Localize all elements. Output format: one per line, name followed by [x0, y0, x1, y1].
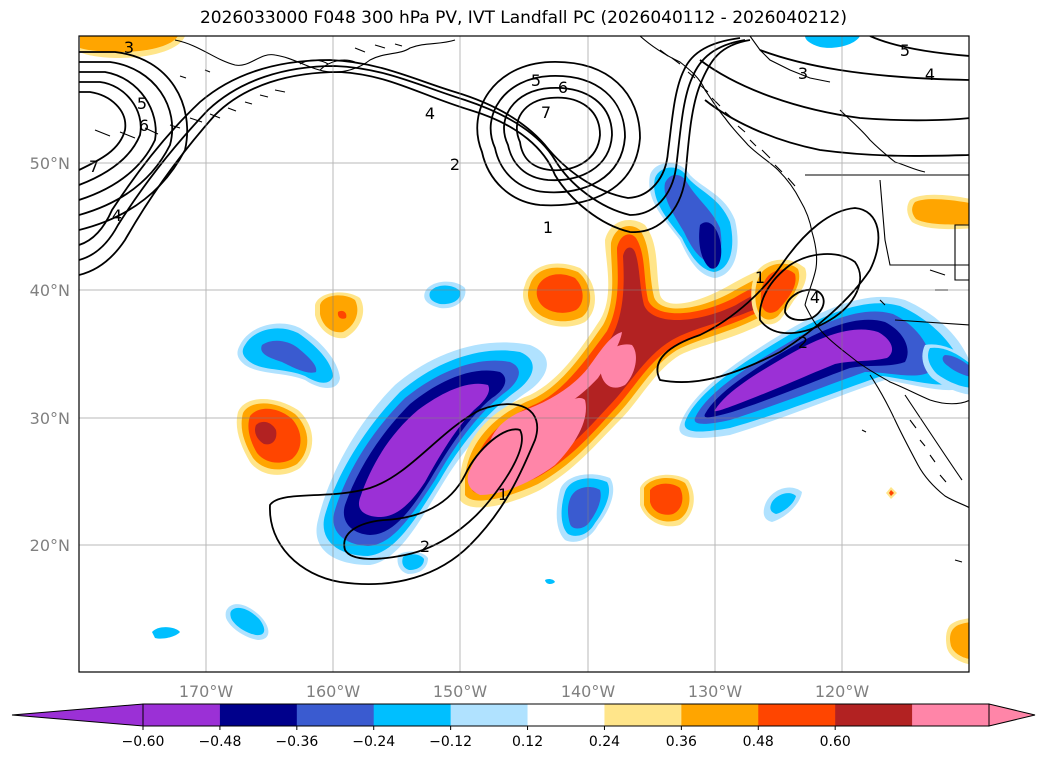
contour-label: 4 [925, 65, 935, 84]
colorbar-tick-label: 0.12 [512, 734, 543, 750]
colorbar-tick-label: −0.60 [122, 734, 165, 750]
contour-label: 5 [531, 71, 541, 90]
colorbar-bin [835, 704, 913, 726]
colorbar-extend-max [988, 703, 1036, 727]
colorbar-tick-label: 0.60 [820, 734, 851, 750]
colorbar-tick-label: −0.36 [275, 734, 318, 750]
colorbar-bin [450, 704, 529, 726]
negative-blob-north [649, 162, 738, 278]
contour-label: 3 [798, 64, 808, 83]
colorbar: −0.60 −0.48 −0.36 −0.24 −0.12 0.12 0.24 0.36 0.4… [11, 703, 1036, 750]
colorbar-tick-label: 0.24 [589, 734, 620, 750]
negative-band-east [679, 297, 969, 438]
negative-blobs-small [152, 36, 969, 640]
contour-label: 5 [137, 94, 147, 113]
contour-label: 5 [900, 41, 910, 60]
colorbar-bin [296, 704, 375, 726]
colorbar-tick-label: −0.48 [198, 734, 241, 750]
contour-label: 2 [420, 537, 430, 556]
contour-label: 7 [541, 103, 551, 122]
colorbar-bin [527, 704, 605, 726]
colorbar-bin [912, 704, 990, 726]
colorbar-bin [758, 704, 836, 726]
lon-label: 160°W [306, 682, 361, 701]
colorbar-bin [681, 704, 759, 726]
colorbar-bin [143, 704, 221, 726]
pv-contour-labels: 3 5 6 7 4 2 1 5 6 7 4 2 1 3 4 5 1 4 2 2 … [89, 38, 935, 556]
lon-label: 170°W [179, 682, 234, 701]
colorbar-tick-label: 0.36 [666, 734, 697, 750]
lat-label: 40°N [30, 281, 70, 300]
colorbar-tick-label: −0.24 [352, 734, 395, 750]
lat-label: 30°N [30, 409, 70, 428]
contour-label: 3 [124, 38, 134, 57]
colorbar-bin [604, 704, 682, 726]
map-content: 3 5 6 7 4 2 1 5 6 7 4 2 1 3 4 5 1 4 2 2 … [79, 36, 969, 672]
contour-label: 4 [425, 104, 435, 123]
map-title: 2026033000 F048 300 hPa PV, IVT Landfall… [199, 8, 847, 28]
lat-labels: 50°N 40°N 30°N 20°N [30, 154, 70, 555]
contour-label: 4 [810, 288, 820, 307]
map-frame [78, 35, 970, 673]
contour-label: 1 [498, 485, 508, 504]
gridlines [79, 36, 969, 672]
lat-label: 20°N [30, 536, 70, 555]
colorbar-border [142, 703, 990, 727]
pv-contours [79, 36, 969, 585]
colorbar-tick-label: 0.48 [743, 734, 774, 750]
contour-label: 6 [139, 116, 149, 135]
lat-label: 50°N [30, 154, 70, 173]
lon-labels: 170°W 160°W 150°W 140°W 130°W 120°W [179, 682, 870, 701]
lon-label: 120°W [815, 682, 870, 701]
contour-label: 4 [112, 206, 122, 225]
contour-label: 7 [89, 157, 99, 176]
positive-band-main [460, 220, 807, 508]
contour-label: 1 [543, 218, 553, 237]
contour-label: 6 [558, 78, 568, 97]
lon-label: 130°W [688, 682, 743, 701]
lon-label: 140°W [561, 682, 616, 701]
colorbar-extend-min [11, 703, 144, 727]
colorbar-tick-label: −0.12 [429, 734, 472, 750]
lon-label: 150°W [433, 682, 488, 701]
colorbar-bin [219, 704, 298, 726]
contour-label: 2 [798, 333, 808, 352]
colorbar-bin [373, 704, 452, 726]
contour-label: 1 [755, 268, 765, 287]
contour-label: 2 [450, 155, 460, 174]
